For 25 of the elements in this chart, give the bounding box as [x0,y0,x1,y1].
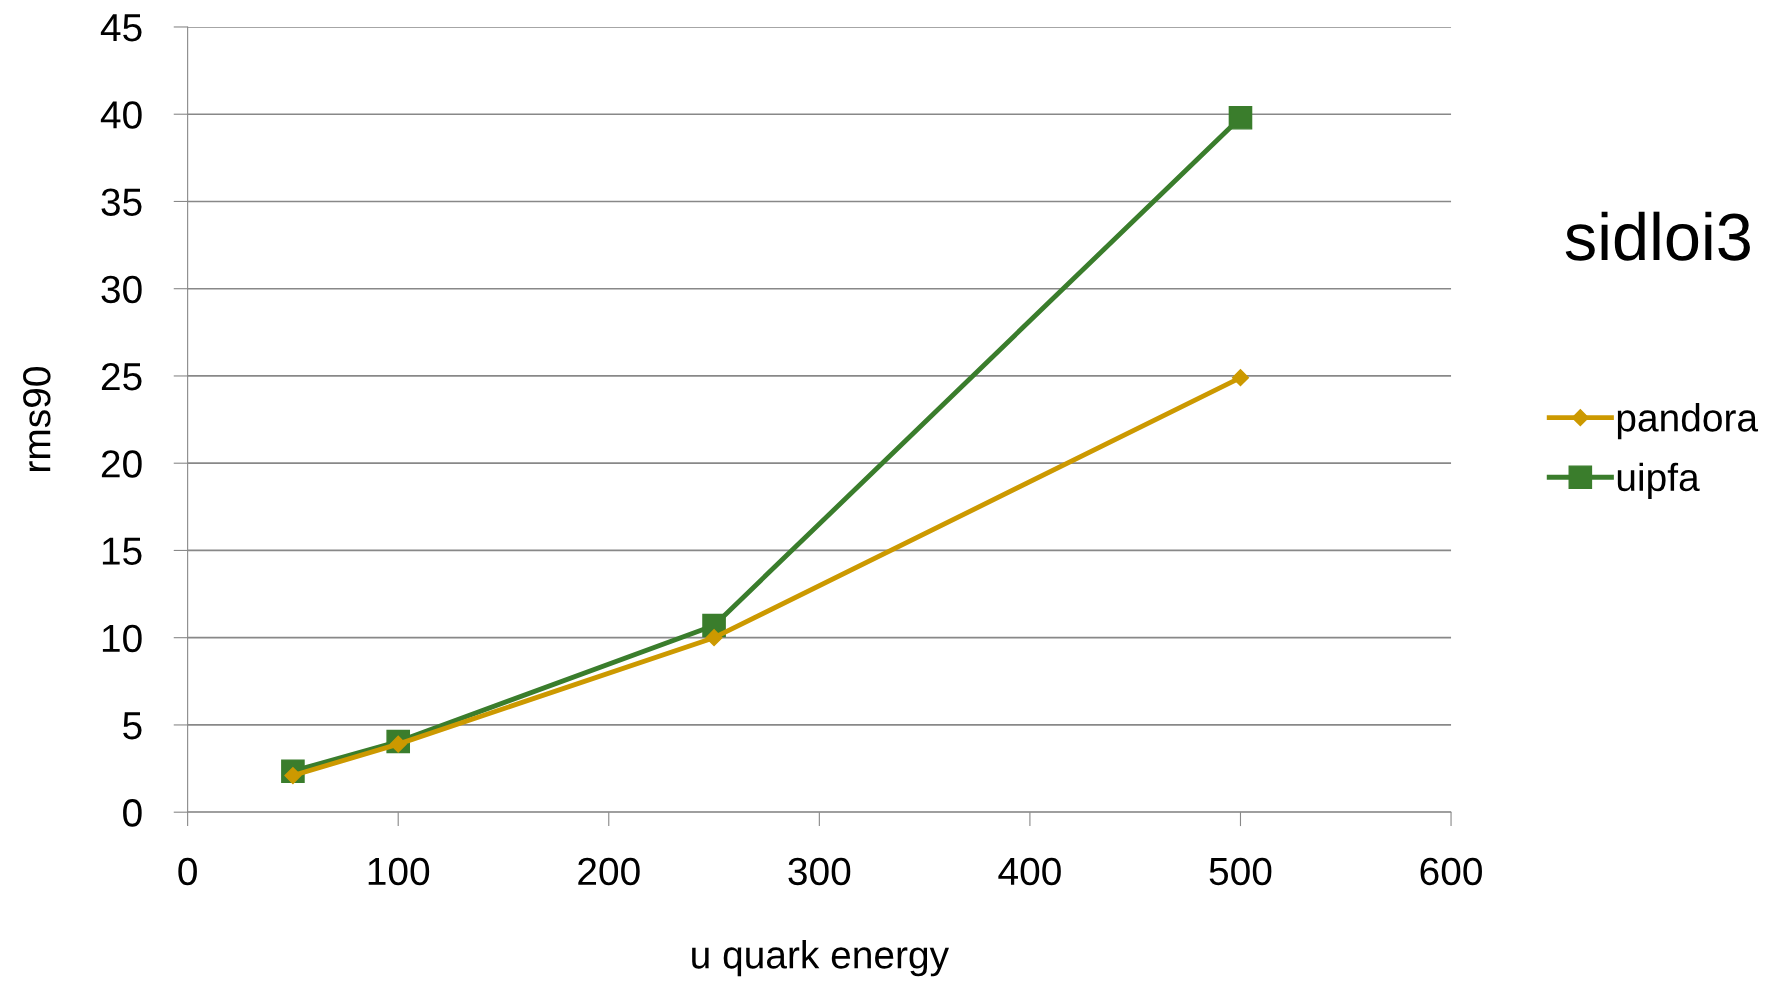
point [1231,369,1250,387]
x-tick-label: 200 [578,857,640,886]
y-tick-label: 25 [101,362,142,391]
point [705,629,723,647]
point [1228,105,1253,130]
legend-label: pandora [1617,403,1759,440]
y-tick-label: 45 [100,14,142,42]
text: sidloi3 [1565,211,1750,261]
x-tick-label: 300 [788,857,851,886]
legend-label: uipfa [1617,462,1700,499]
x-tick-label: 500 [1209,857,1272,886]
y-tick-label: 40 [100,101,142,129]
x-tick-label: 600 [1420,857,1482,886]
y-axis-title: rms90 [23,367,51,472]
x-axis-title: u quark energy [692,940,949,977]
y-tick-label: 35 [101,188,142,216]
x-tick-label: 100 [368,857,430,886]
y-tick-label: 30 [101,275,142,304]
x-tick-label: 0 [178,857,197,886]
y-tick-label: 15 [102,537,142,565]
x-tick-label: 400 [998,857,1061,886]
y-tick-label: 5 [123,712,142,740]
y-tick-label: 10 [102,624,142,653]
y-tick-label: 20 [101,450,142,478]
y-tick-label: 0 [123,799,142,827]
